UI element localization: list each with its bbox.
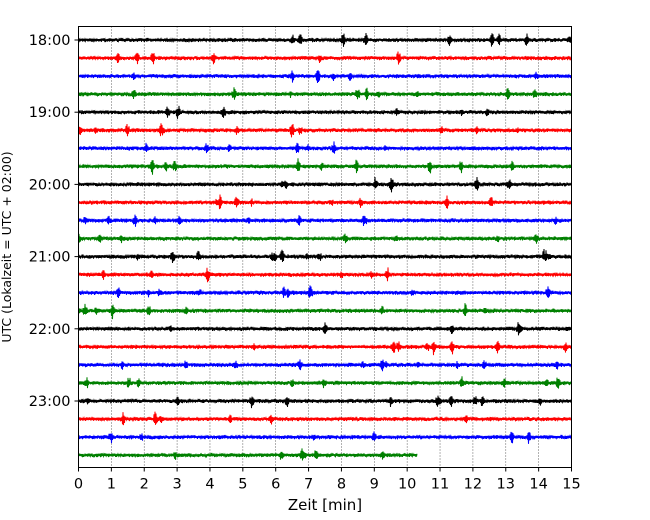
x-tick-label: 9 (370, 477, 379, 493)
y-axis-title: UTC (Lokalzeit = UTC + 02:00) (0, 151, 14, 342)
x-tick-label: 8 (337, 477, 346, 493)
trace-2045 (78, 233, 572, 244)
trace-2345 (78, 448, 418, 461)
x-tick-label: 4 (205, 477, 214, 493)
trace-layer (78, 32, 572, 461)
trace-2215 (78, 340, 572, 356)
x-tick-label: 10 (398, 477, 416, 493)
x-tick-label: 11 (431, 477, 449, 493)
trace-1930 (78, 141, 572, 154)
trace-2300 (78, 395, 572, 409)
x-tick-label: 7 (304, 477, 313, 493)
trace-2000 (78, 176, 572, 193)
x-tick-label: 2 (140, 477, 149, 493)
trace-2245 (78, 376, 572, 389)
trace-1900 (78, 105, 572, 119)
trace-2015 (78, 194, 572, 210)
x-axis: 0 1 2 3 4 5 6 7 8 9 10 11 12 13 14 15 (74, 467, 581, 493)
trace-1945 (78, 158, 572, 175)
trace-1815 (78, 51, 572, 65)
y-tick-label: 23:00 (29, 394, 71, 410)
y-tick-label: 19:00 (29, 105, 71, 121)
trace-2130 (78, 285, 572, 298)
x-tick-label: 3 (172, 477, 181, 493)
x-axis-title: Zeit [min] (288, 496, 362, 514)
x-tick-label: 5 (238, 477, 247, 493)
x-tick-label: 12 (464, 477, 482, 493)
trace-2030 (78, 214, 572, 227)
y-tick-label: 21:00 (29, 250, 71, 266)
trace-2330 (78, 431, 572, 444)
y-axis: 18:00 19:00 20:00 21:00 22:00 23:00 (29, 33, 79, 410)
y-tick-label: 18:00 (29, 33, 71, 49)
trace-1800 (78, 32, 572, 47)
trace-1830 (78, 70, 572, 83)
trace-2100 (78, 248, 572, 264)
plot-frame (78, 26, 572, 468)
x-tick-label: 6 (271, 477, 280, 493)
trace-1915 (78, 123, 572, 138)
y-tick-label: 20:00 (29, 177, 71, 193)
x-tick-label: 15 (562, 477, 580, 493)
trace-1845 (78, 87, 572, 101)
x-tick-label: 0 (74, 477, 83, 493)
trace-2115 (78, 267, 572, 283)
x-tick-label: 14 (529, 477, 547, 493)
trace-2315 (78, 411, 572, 426)
trace-2145 (78, 303, 572, 320)
trace-2200 (78, 322, 572, 336)
trace-2230 (78, 359, 572, 372)
y-tick-label: 22:00 (29, 322, 71, 338)
x-tick-label: 1 (107, 477, 116, 493)
x-tick-label: 13 (497, 477, 515, 493)
